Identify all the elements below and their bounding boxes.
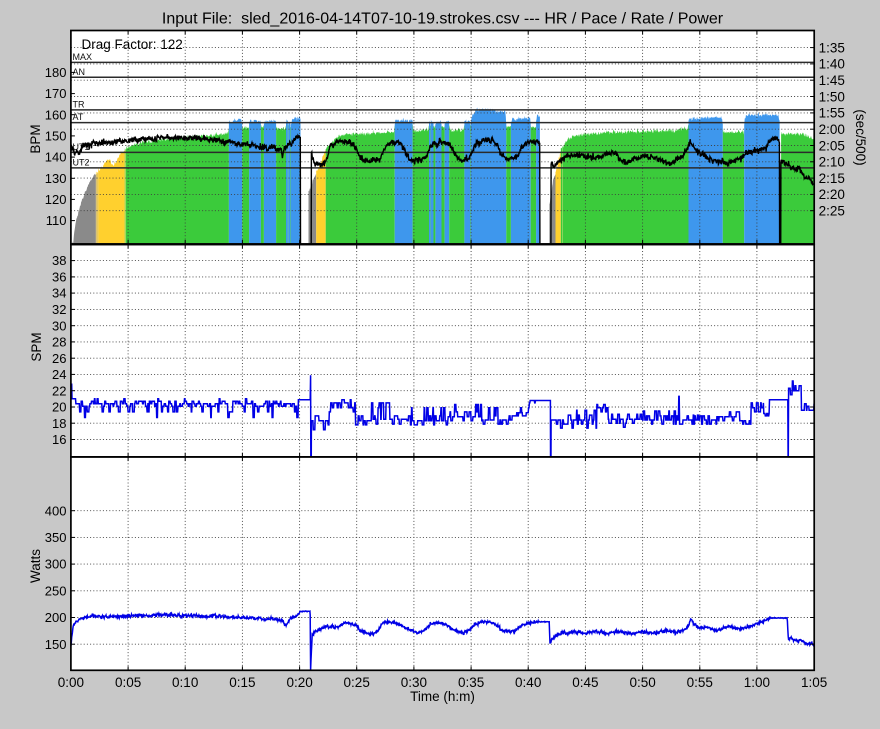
svg-text:AN: AN (73, 67, 86, 77)
svg-text:0:25: 0:25 (344, 675, 370, 690)
svg-text:0:15: 0:15 (229, 675, 255, 690)
svg-text:1:55: 1:55 (819, 106, 845, 121)
svg-text:38: 38 (52, 253, 66, 268)
svg-text:2:15: 2:15 (819, 171, 845, 186)
svg-text:BPM: BPM (28, 124, 43, 153)
svg-text:1:35: 1:35 (819, 40, 845, 55)
svg-text:28: 28 (52, 335, 66, 350)
svg-text:18: 18 (52, 416, 66, 431)
svg-text:UT2: UT2 (73, 157, 90, 167)
svg-text:Drag Factor: 122: Drag Factor: 122 (82, 37, 183, 52)
svg-text:34: 34 (52, 286, 66, 301)
svg-text:170: 170 (45, 86, 67, 101)
svg-text:300: 300 (45, 557, 67, 572)
svg-text:130: 130 (45, 171, 67, 186)
svg-text:1:00: 1:00 (744, 675, 770, 690)
svg-text:Time (h:m): Time (h:m) (410, 689, 475, 704)
svg-text:36: 36 (52, 270, 66, 285)
svg-text:(sec/500): (sec/500) (853, 109, 868, 165)
svg-text:350: 350 (45, 530, 67, 545)
svg-text:2:10: 2:10 (819, 155, 845, 170)
svg-text:2:05: 2:05 (819, 138, 845, 153)
svg-text:22: 22 (52, 383, 66, 398)
svg-text:0:40: 0:40 (515, 675, 541, 690)
svg-text:20: 20 (52, 400, 66, 415)
svg-text:Watts: Watts (28, 549, 43, 583)
svg-text:150: 150 (45, 637, 67, 652)
svg-text:2:00: 2:00 (819, 122, 845, 137)
svg-text:AT: AT (73, 112, 84, 122)
svg-text:26: 26 (52, 351, 66, 366)
svg-text:2:25: 2:25 (819, 204, 845, 219)
svg-text:120: 120 (45, 192, 67, 207)
svg-text:0:00: 0:00 (58, 675, 84, 690)
svg-text:16: 16 (52, 432, 66, 447)
svg-text:110: 110 (46, 213, 67, 228)
svg-text:160: 160 (45, 107, 67, 122)
svg-text:MAX: MAX (73, 52, 93, 62)
svg-text:0:45: 0:45 (572, 675, 598, 690)
svg-text:30: 30 (52, 318, 66, 333)
svg-text:0:05: 0:05 (115, 675, 141, 690)
svg-text:32: 32 (52, 302, 66, 317)
svg-text:0:50: 0:50 (629, 675, 655, 690)
svg-text:2:20: 2:20 (819, 187, 845, 202)
svg-text:0:55: 0:55 (687, 675, 713, 690)
svg-text:SPM: SPM (29, 332, 44, 361)
svg-text:0:35: 0:35 (458, 675, 484, 690)
svg-text:1:50: 1:50 (819, 89, 845, 104)
svg-text:400: 400 (45, 503, 67, 518)
svg-text:TR: TR (73, 99, 85, 109)
svg-text:0:10: 0:10 (172, 675, 198, 690)
svg-text:1:45: 1:45 (819, 73, 845, 88)
svg-text:1:05: 1:05 (801, 675, 827, 690)
svg-text:0:30: 0:30 (401, 675, 427, 690)
svg-text:Input File: sled_2016-04-14T0: Input File: sled_2016-04-14T07-10-19.str… (162, 11, 724, 28)
svg-text:0:20: 0:20 (286, 675, 312, 690)
svg-text:1:40: 1:40 (819, 57, 845, 72)
svg-text:140: 140 (45, 150, 67, 165)
svg-text:150: 150 (45, 129, 67, 144)
svg-text:250: 250 (45, 583, 67, 598)
svg-text:180: 180 (45, 65, 67, 80)
svg-text:200: 200 (45, 610, 67, 625)
svg-text:24: 24 (52, 367, 66, 382)
